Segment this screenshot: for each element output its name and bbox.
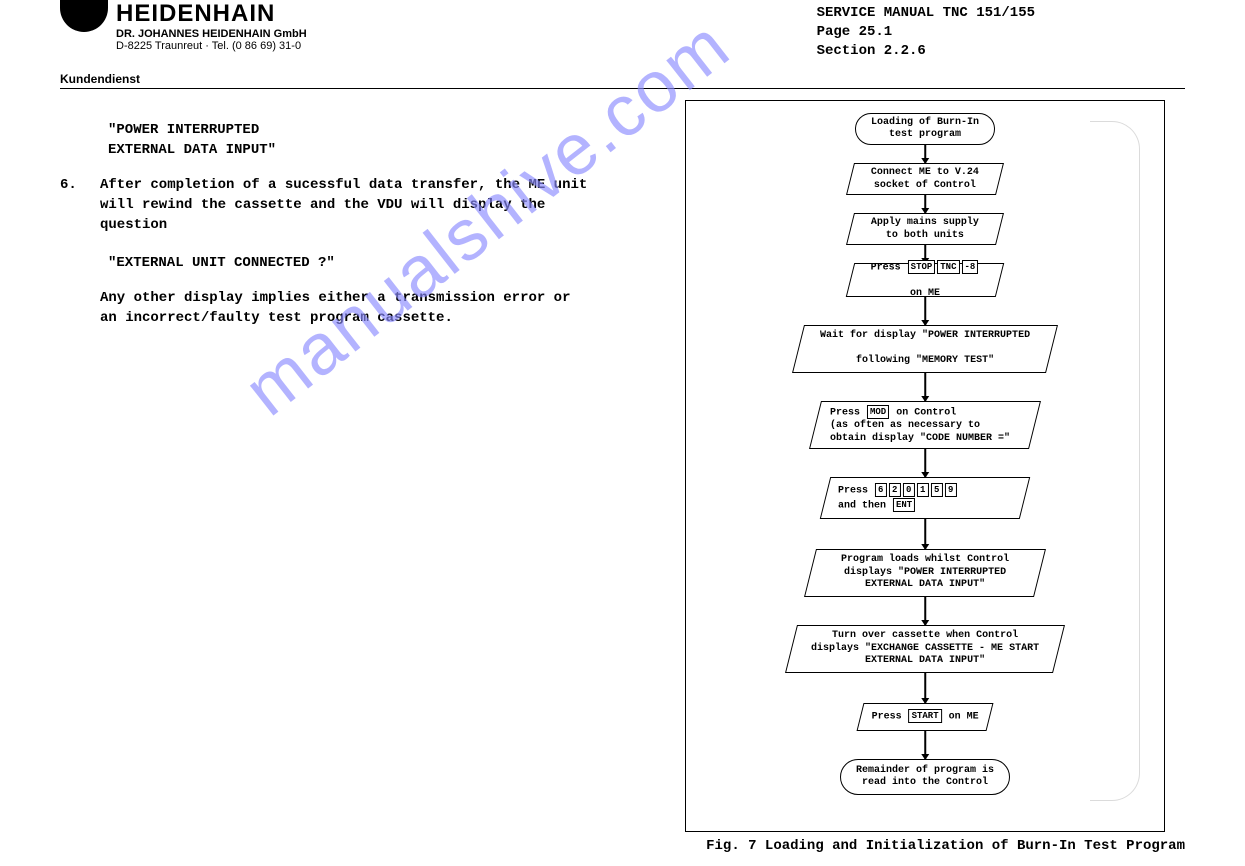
list-item-6: 6. After completion of a sucessful data … — [60, 175, 620, 236]
section-number: Section 2.2.6 — [817, 42, 1035, 61]
key-icon: 0 — [903, 483, 915, 497]
key-icon: -8 — [961, 260, 978, 274]
brand-sub2: D-8225 Traunreut · Tel. (0 86 69) 31-0 — [116, 40, 307, 52]
logo-block: HEIDENHAIN DR. JOHANNES HEIDENHAIN GmbH … — [60, 0, 307, 52]
quoted-message-1: "POWER INTERRUPTED EXTERNAL DATA INPUT" — [60, 120, 620, 161]
flow-node-start: Loading of Burn-Intest program — [855, 113, 995, 145]
key-icon: STOP — [908, 260, 936, 274]
flow-node-mains: Apply mains supplyto both units — [846, 213, 1004, 245]
key-icon: 2 — [889, 483, 901, 497]
item-number: 6. — [60, 175, 100, 236]
key-icon: 6 — [875, 483, 887, 497]
quote1-line1: "POWER INTERRUPTED — [108, 122, 259, 138]
flow-node-end: Remainder of program isread into the Con… — [840, 759, 1010, 795]
flow-arrow — [924, 731, 926, 759]
flow-arrow — [924, 597, 926, 625]
key-icon: 1 — [917, 483, 929, 497]
key-icon: TNC — [937, 260, 959, 274]
key-icon: START — [908, 709, 941, 723]
page: HEIDENHAIN DR. JOHANNES HEIDENHAIN GmbH … — [0, 0, 1245, 866]
flow-node-press-me: Press STOPTNC-8on ME — [846, 263, 1004, 297]
flow-node-wait: Wait for display "POWER INTERRUPTEDfollo… — [792, 325, 1058, 373]
header-rule — [60, 88, 1185, 89]
department-label: Kundendienst — [60, 72, 140, 86]
tail-l2: an incorrect/faulty test program cassett… — [100, 310, 453, 326]
side-brace — [1090, 121, 1140, 801]
key-icon: MOD — [867, 405, 889, 419]
quote1-line2: EXTERNAL DATA INPUT" — [108, 142, 276, 158]
flow-arrow — [924, 297, 926, 325]
doc-meta: SERVICE MANUAL TNC 151/155 Page 25.1 Sec… — [817, 4, 1035, 61]
key-icon: 9 — [945, 483, 957, 497]
brand-name: HEIDENHAIN — [116, 0, 307, 28]
flow-text: Wait for display "POWER INTERRUPTEDfollo… — [807, 330, 1043, 368]
manual-title: SERVICE MANUAL TNC 151/155 — [817, 4, 1035, 23]
flow-text: Turn over cassette when Controldisplays … — [800, 630, 1050, 668]
flow-text: Press STOPTNC-8on ME — [859, 260, 991, 300]
flow-arrow — [924, 145, 926, 163]
flow-text: Press 620159 and then ENT — [838, 483, 1016, 513]
flow-node-start-me: Press START on ME — [857, 703, 994, 731]
item6-l1: After completion of a sucessful data tra… — [100, 177, 587, 193]
flow-text: Connect ME to V.24socket of Control — [859, 167, 991, 192]
item6-l3: question — [100, 217, 167, 233]
flow-node-turnover: Turn over cassette when Controldisplays … — [785, 625, 1065, 673]
flowchart: Loading of Burn-Intest program Connect M… — [686, 101, 1164, 831]
flow-text: Press MOD on Control (as often as necess… — [830, 405, 1026, 445]
flow-node-mod: Press MOD on Control (as often as necess… — [809, 401, 1041, 449]
flow-arrow — [924, 195, 926, 213]
flow-arrow — [924, 673, 926, 703]
flow-arrow — [924, 449, 926, 477]
brand: HEIDENHAIN DR. JOHANNES HEIDENHAIN GmbH … — [116, 0, 307, 52]
flow-arrow — [924, 373, 926, 401]
figure-caption: Fig. 7 Loading and Initialization of Bur… — [706, 838, 1185, 854]
header: HEIDENHAIN DR. JOHANNES HEIDENHAIN GmbH … — [60, 0, 1185, 90]
tail-l1: Any other display implies either a trans… — [100, 290, 570, 306]
key-icon: 5 — [931, 483, 943, 497]
flow-arrow — [924, 519, 926, 549]
key-icon: ENT — [893, 498, 915, 512]
flow-node-loading: Program loads whilst Controldisplays "PO… — [804, 549, 1046, 597]
flowchart-frame: Loading of Burn-Intest program Connect M… — [685, 100, 1165, 832]
flow-text: Press START on ME — [869, 709, 981, 724]
logo-icon — [60, 0, 108, 32]
flow-node-code: Press 620159 and then ENT — [820, 477, 1030, 519]
flow-node-connect: Connect ME to V.24socket of Control — [846, 163, 1004, 195]
item6-l2: will rewind the cassette and the VDU wil… — [100, 197, 545, 213]
quoted-message-2: "EXTERNAL UNIT CONNECTED ?" — [60, 253, 620, 273]
brand-sub1: DR. JOHANNES HEIDENHAIN GmbH — [116, 28, 307, 40]
flow-text: Program loads whilst Controldisplays "PO… — [819, 554, 1031, 592]
item-text: After completion of a sucessful data tra… — [100, 175, 620, 236]
tail-paragraph: Any other display implies either a trans… — [60, 288, 620, 329]
page-number: Page 25.1 — [817, 23, 1035, 42]
text-column: "POWER INTERRUPTED EXTERNAL DATA INPUT" … — [60, 120, 620, 342]
flow-text: Apply mains supplyto both units — [859, 217, 991, 242]
